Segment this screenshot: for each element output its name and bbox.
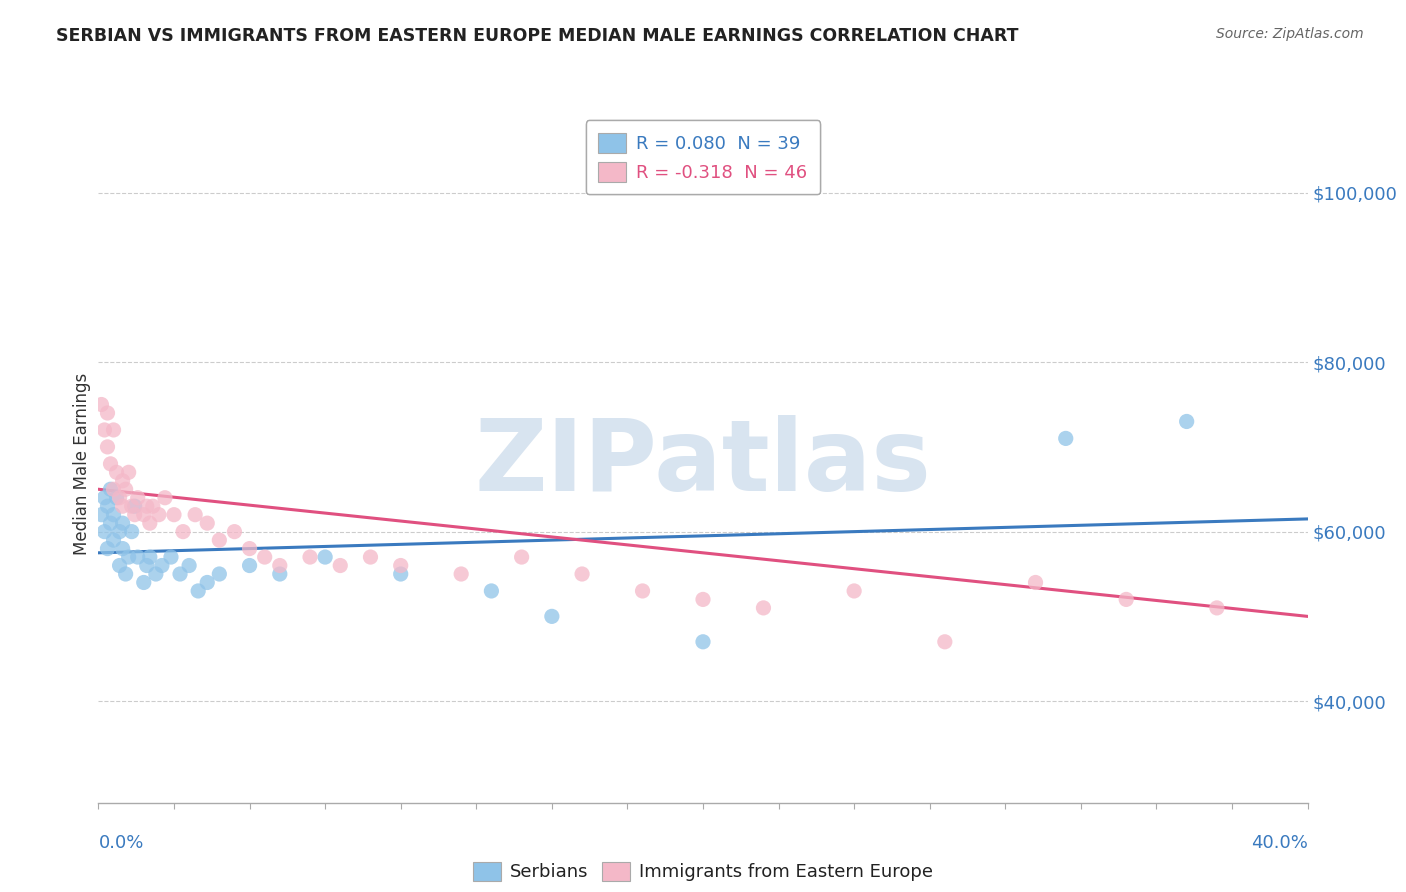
Point [208,567,231,582]
Point [132,508,155,522]
Point [179,558,201,573]
Point [108,558,131,573]
Text: 0.0%: 0.0% [98,834,143,852]
Point [124,508,146,522]
Point [169,567,191,582]
Point [127,549,149,565]
Point [93,524,115,539]
Legend: Serbians, Immigrants from Eastern Europe: Serbians, Immigrants from Eastern Europe [467,855,939,888]
Point [135,500,157,514]
Point [114,567,136,582]
Point [844,583,866,598]
Point [96,406,118,420]
Point [105,466,128,480]
Point [934,635,956,649]
Point [314,549,336,565]
Point [1054,432,1077,446]
Point [108,491,131,505]
Point [752,601,775,615]
Point [160,549,183,565]
Point [269,558,291,573]
Point [163,508,186,522]
Point [329,558,352,573]
Point [139,516,162,530]
Point [150,558,173,573]
Point [121,524,143,539]
Point [450,567,472,582]
Text: 40.0%: 40.0% [1251,834,1308,852]
Point [132,575,155,590]
Point [571,567,593,582]
Point [540,609,562,624]
Point [103,533,125,547]
Point [208,533,231,547]
Point [118,466,141,480]
Point [103,423,125,437]
Point [103,482,125,496]
Point [1206,601,1229,615]
Point [1175,414,1198,428]
Point [111,541,134,556]
Point [692,592,714,607]
Point [127,491,149,505]
Point [269,567,291,582]
Point [111,474,134,488]
Point [187,583,209,598]
Point [121,500,143,514]
Point [184,508,207,522]
Point [299,549,322,565]
Point [1024,575,1046,590]
Point [1115,592,1137,607]
Point [253,549,276,565]
Point [118,549,141,565]
Text: SERBIAN VS IMMIGRANTS FROM EASTERN EUROPE MEDIAN MALE EARNINGS CORRELATION CHART: SERBIAN VS IMMIGRANTS FROM EASTERN EUROP… [56,27,1019,45]
Point [389,558,412,573]
Point [172,524,194,539]
Point [96,500,118,514]
Point [108,524,131,539]
Point [239,558,262,573]
Point [135,558,157,573]
Point [96,440,118,454]
Point [111,516,134,530]
Point [631,583,654,598]
Point [90,398,112,412]
Point [195,516,218,530]
Text: ZIPatlas: ZIPatlas [475,416,931,512]
Point [481,583,503,598]
Point [360,549,382,565]
Text: Source: ZipAtlas.com: Source: ZipAtlas.com [1216,27,1364,41]
Point [195,575,218,590]
Point [153,491,176,505]
Point [100,457,122,471]
Point [124,500,146,514]
Point [114,482,136,496]
Point [145,567,167,582]
Point [111,500,134,514]
Point [100,516,122,530]
Point [90,508,112,522]
Point [96,541,118,556]
Point [93,423,115,437]
Point [100,482,122,496]
Point [139,549,162,565]
Point [510,549,533,565]
Point [692,635,714,649]
Point [93,491,115,505]
Point [148,508,170,522]
Point [389,567,412,582]
Point [224,524,246,539]
Point [142,500,165,514]
Point [105,491,128,505]
Point [239,541,262,556]
Y-axis label: Median Male Earnings: Median Male Earnings [73,373,91,555]
Point [103,508,125,522]
